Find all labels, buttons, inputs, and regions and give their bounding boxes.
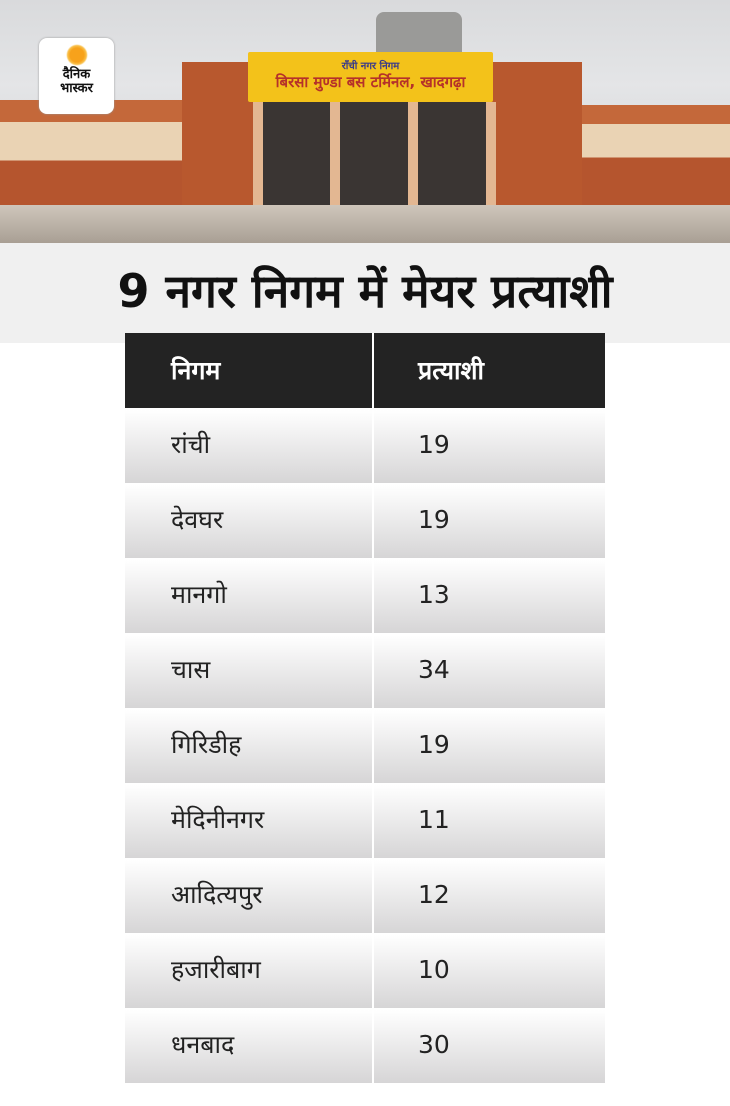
table-row: मेदिनीनगर 11 xyxy=(125,785,605,858)
terminal-sign: राँची नगर निगम बिरसा मुण्डा बस टर्मिनल, … xyxy=(248,52,493,102)
table-row: आदित्यपुर 12 xyxy=(125,860,605,933)
cell-candidates: 19 xyxy=(374,710,605,783)
cell-candidates: 34 xyxy=(374,635,605,708)
cell-candidates: 11 xyxy=(374,785,605,858)
cell-candidates: 12 xyxy=(374,860,605,933)
table-row: गिरिडीह 19 xyxy=(125,710,605,783)
ground xyxy=(0,205,730,243)
cell-nigam: देवघर xyxy=(125,485,374,558)
cell-nigam: गिरिडीह xyxy=(125,710,374,783)
dainik-bhaskar-logo: दैनिक भास्कर xyxy=(39,38,114,114)
title-band xyxy=(0,243,730,343)
sign-line2: बिरसा मुण्डा बस टर्मिनल, खादगढ़ा xyxy=(275,73,466,91)
cell-nigam: रांची xyxy=(125,410,374,483)
cell-candidates: 19 xyxy=(374,485,605,558)
sun-icon xyxy=(65,44,88,66)
building-right xyxy=(560,105,730,210)
table-row: रांची 19 xyxy=(125,410,605,483)
bus-terminal-photo: राँची नगर निगम बिरसा मुण्डा बस टर्मिनल, … xyxy=(0,0,730,243)
table-header: निगम प्रत्याशी xyxy=(125,333,605,408)
candidates-table: निगम प्रत्याशी रांची 19 देवघर 19 मानगो 13 चास 3… xyxy=(125,333,605,1083)
pillar xyxy=(253,102,263,212)
header-candidates: प्रत्याशी xyxy=(418,356,484,385)
cell-candidates: 10 xyxy=(374,935,605,1008)
table-row: चास 34 xyxy=(125,635,605,708)
logo-line2: भास्कर xyxy=(60,81,93,96)
header-nigam: निगम xyxy=(125,333,374,408)
cell-candidates: 30 xyxy=(374,1010,605,1083)
logo-line1: दैनिक xyxy=(62,67,91,82)
cell-nigam: मानगो xyxy=(125,560,374,633)
table-row: देवघर 19 xyxy=(125,485,605,558)
cell-candidates: 19 xyxy=(374,410,605,483)
page-title: 9 नगर निगम में मेयर प्रत्याशी xyxy=(117,264,613,318)
table-row: मानगो 13 xyxy=(125,560,605,633)
cell-nigam: मेदिनीनगर xyxy=(125,785,374,858)
table-row: धनबाद 30 xyxy=(125,1010,605,1083)
pillar xyxy=(408,102,418,212)
cell-nigam: आदित्यपुर xyxy=(125,860,374,933)
cell-nigam: हजारीबाग xyxy=(125,935,374,1008)
pillar xyxy=(486,102,496,212)
cell-nigam: चास xyxy=(125,635,374,708)
sign-line1: राँची नगर निगम xyxy=(341,61,400,72)
cell-nigam: धनबाद xyxy=(125,1010,374,1083)
entrance xyxy=(260,102,490,212)
pillar xyxy=(330,102,340,212)
cell-candidates: 13 xyxy=(374,560,605,633)
table-row: हजारीबाग 10 xyxy=(125,935,605,1008)
